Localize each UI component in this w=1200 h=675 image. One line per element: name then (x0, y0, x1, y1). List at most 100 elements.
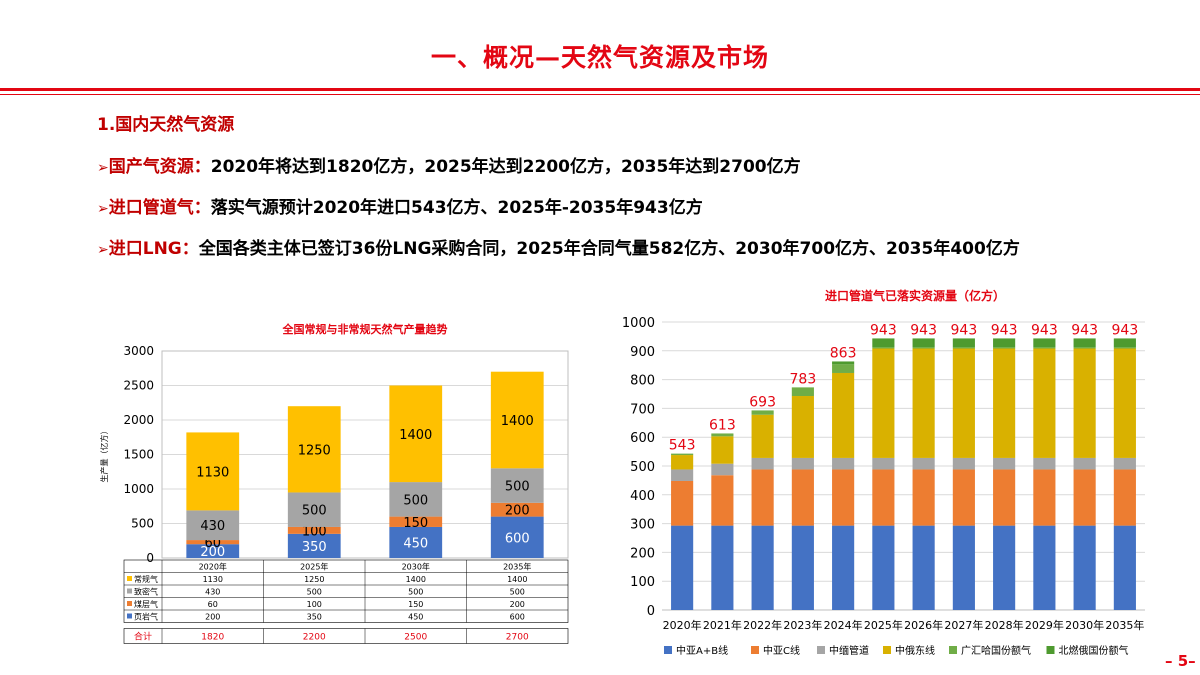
bar-segment (952, 525, 975, 610)
x-tick-label: 2030年 (402, 562, 430, 572)
bar-segment (389, 385, 443, 483)
bar-segment (751, 525, 774, 610)
domestic-production-chart: 全国常规与非常规天然气产量趋势 0 500 1000 1500 2000 2500 3000 生… (99, 322, 569, 644)
bar-segment (791, 387, 814, 397)
bar-segment (791, 469, 814, 526)
bar-segment (791, 525, 814, 610)
bar-segment (1073, 469, 1096, 526)
bar-segment (490, 468, 544, 503)
data-label: 350 (302, 540, 327, 555)
table-cell: 150 (408, 600, 423, 609)
bar-segment (389, 516, 443, 527)
bar-segment (832, 361, 855, 365)
table-cell: 600 (510, 613, 525, 622)
bullet-label: 进口LNG： (108, 239, 199, 259)
data-label: 500 (403, 493, 428, 508)
bar-segment (287, 526, 341, 534)
title-rule-thin (0, 94, 1200, 95)
bar-segment (832, 364, 855, 373)
bar-segment (711, 433, 734, 437)
bullet-text: 落实气源预计2020年进口543亿方、2025年-2035年943亿方 (210, 198, 703, 218)
data-table-border (123, 559, 569, 623)
bullet-text: 2020年将达到1820亿方，2025年达到2200亿方，2035年达到2700… (210, 157, 801, 177)
table-cell: 1400 (406, 575, 426, 584)
bar-segment (751, 457, 774, 470)
bar-segment (832, 457, 855, 470)
bar-segment (832, 525, 855, 610)
table-cell: 1130 (203, 575, 223, 584)
bar-segment (186, 540, 240, 545)
bar-segment (711, 525, 734, 610)
table-cell: 60 (208, 600, 218, 609)
bar-segment (186, 510, 240, 541)
total-label: 943 (1112, 322, 1139, 338)
bar-segment (490, 502, 544, 517)
total-label: 943 (991, 322, 1018, 338)
total-label: 943 (910, 322, 937, 338)
section-heading: 1.国内天然气资源 (97, 115, 235, 135)
total-value: 2700 (506, 633, 529, 643)
table-cell: 200 (205, 613, 220, 622)
x-tick-label: 2025年 (864, 618, 903, 632)
bar-segment (872, 338, 895, 348)
total-label: 863 (830, 345, 857, 361)
total-value: 1820 (201, 633, 224, 643)
total-label: 543 (669, 438, 696, 454)
bar-segment (389, 526, 443, 558)
total-label: 783 (790, 371, 817, 387)
bar-segment (186, 544, 240, 558)
data-label: 500 (505, 480, 530, 495)
bar-segment (671, 469, 694, 481)
bar-segment (912, 525, 935, 610)
arrow-bullet-icon: ➢ (97, 160, 109, 176)
y-tick-label: 1000 (123, 482, 154, 496)
bar-segment (791, 457, 814, 470)
bar-segment (1073, 338, 1096, 348)
bar-segment (912, 347, 935, 349)
data-label: 430 (200, 519, 225, 534)
bar-segment (490, 516, 544, 558)
bullet-domestic: ➢国产气资源：2020年将达到1820亿方，2025年达到2200亿方，2035… (97, 152, 801, 177)
data-label: 1400 (399, 428, 432, 443)
bar-segment (791, 396, 814, 458)
bar-segment (1113, 338, 1136, 348)
y-axis-label: 生产量（亿方） (99, 427, 109, 483)
y-tick-label: 2000 (123, 413, 154, 427)
bar-segment (993, 338, 1016, 348)
bar-segment (1033, 525, 1056, 610)
legend-label: 广汇哈国份额气 (961, 644, 1031, 657)
bar-segment (1033, 338, 1056, 348)
legend-key (127, 613, 132, 619)
legend-key (883, 646, 891, 654)
bar-segment (872, 525, 895, 610)
bar-segment (993, 457, 1016, 470)
legend-label: 中亚C线 (763, 644, 800, 657)
bar-segment (751, 414, 774, 458)
bar-segment (1033, 457, 1056, 470)
bar-segment (1033, 348, 1056, 458)
x-tick-label: 2020年 (199, 562, 227, 572)
bar-segment (287, 533, 341, 558)
data-label: 1250 (298, 443, 331, 458)
bar-segment (1113, 347, 1136, 349)
data-label: 150 (403, 516, 428, 531)
x-tick-label: 2022年 (743, 618, 782, 632)
table-cell: 500 (307, 588, 322, 597)
bar-segment (1073, 347, 1096, 349)
legend-label: 中亚A+B线 (676, 644, 728, 657)
y-tick-label: 300 (630, 518, 655, 533)
y-tick-label: 500 (630, 460, 655, 475)
bar-segment (711, 436, 734, 464)
x-tick-label: 2026年 (904, 618, 943, 632)
legend-label: 北燃俄国份额气 (1059, 644, 1129, 657)
bar-segment (711, 463, 734, 476)
bar-segment (671, 480, 694, 526)
y-tick-label: 1000 (622, 316, 655, 331)
bar-segment (912, 469, 935, 526)
bar-segment (711, 475, 734, 526)
bar-segment (389, 482, 443, 517)
total-label: 943 (951, 322, 978, 338)
bar-segment (1113, 457, 1136, 470)
bar-segment (751, 469, 774, 526)
total-label: 693 (749, 394, 776, 410)
